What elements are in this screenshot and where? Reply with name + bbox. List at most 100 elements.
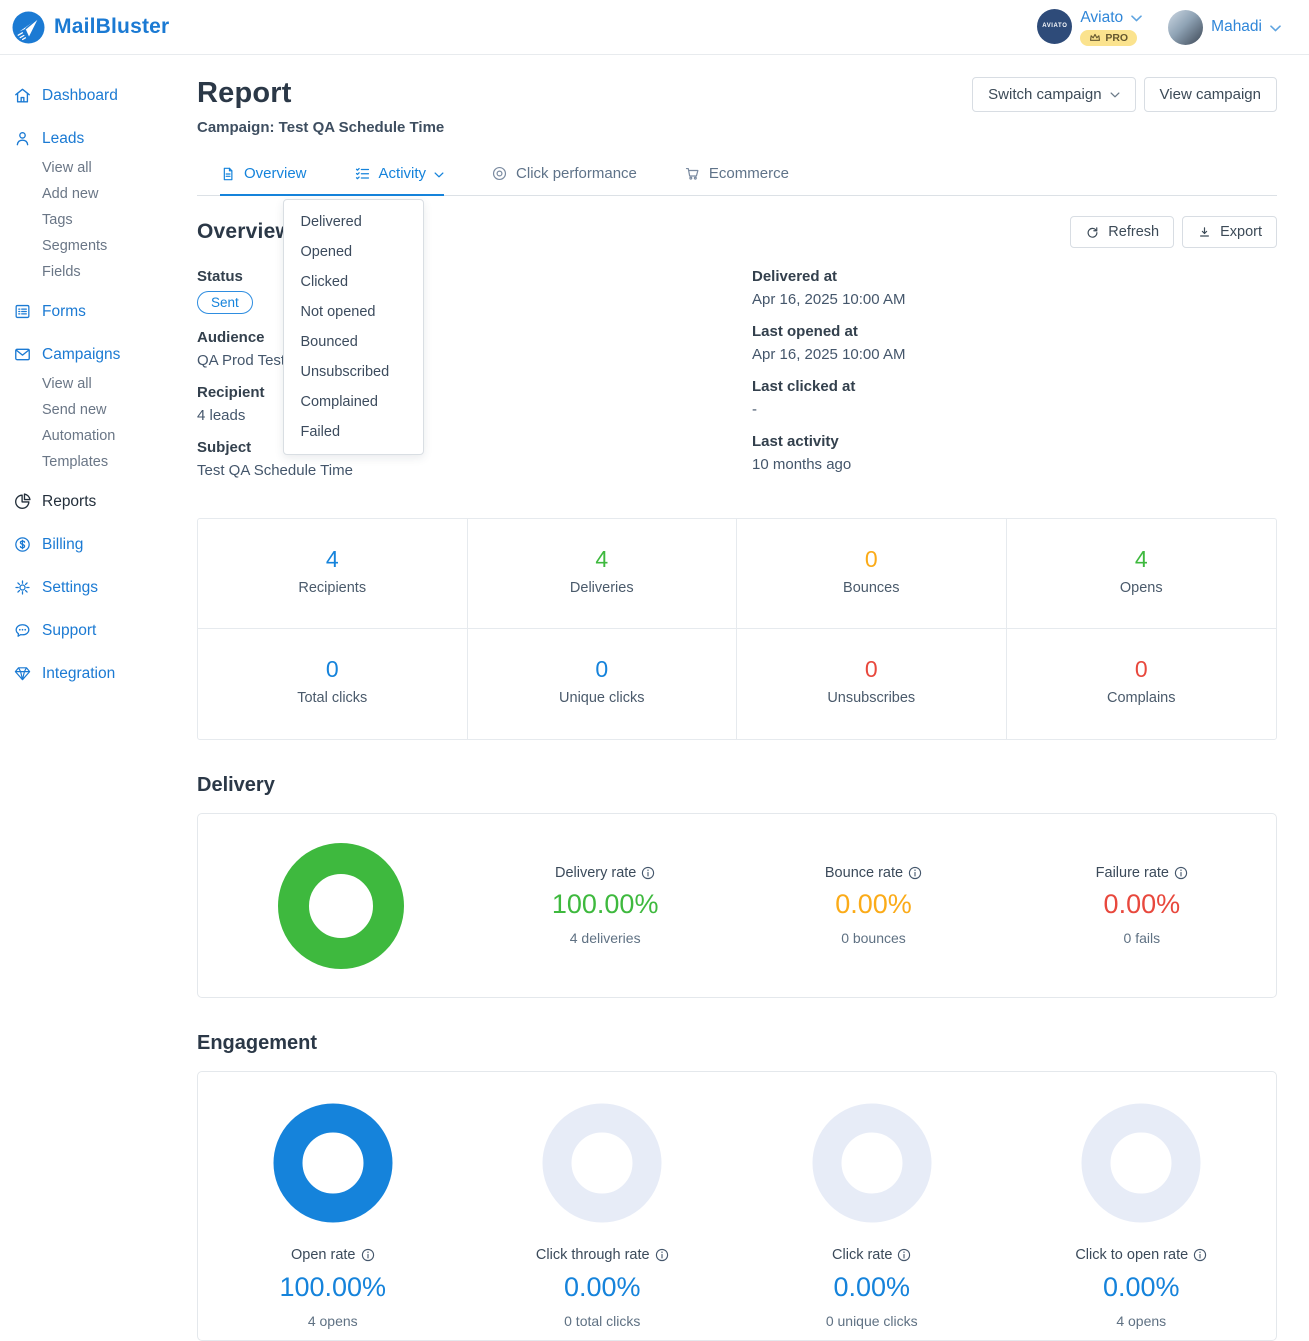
metric-delivery-rate: Delivery rate 100.00% 4 deliveries [471,865,739,946]
menu-item-delivered[interactable]: Delivered [300,214,362,230]
field-label: Audience [197,329,265,346]
tab-click-performance[interactable]: Click performance [491,159,637,196]
stat-bounces: 0 Bounces [737,519,1007,629]
sidebar-item-settings[interactable]: Settings [13,571,182,604]
info-icon[interactable] [1174,866,1188,880]
sidebar-subitem-templates[interactable]: Templates [42,454,109,470]
stats-grid: 4 Recipients 4 Deliveries 0 Bounces 4 Op… [197,518,1277,740]
sidebar-subitem-automation[interactable]: Automation [42,428,116,444]
sidebar-item-label: Forms [42,302,86,320]
delivery-donut-chart [276,841,406,971]
overview-section: Overview Refresh Export [197,216,1277,740]
chevron-down-icon [434,171,444,178]
metric-label: Failure rate [1095,865,1169,881]
field-value: QA Prod Test [197,352,286,369]
switch-campaign-button[interactable]: Switch campaign [972,77,1136,112]
menu-item-not-opened[interactable]: Not opened [300,304,376,320]
stat-label: Total clicks [297,690,368,706]
user-menu[interactable]: Mahadi [1168,9,1281,45]
field-label: Last opened at [752,323,858,340]
view-campaign-button[interactable]: View campaign [1143,77,1277,112]
sidebar: Dashboard Leads View all Add new Tags Se… [0,55,190,710]
tab-ecommerce[interactable]: Ecommerce [684,159,789,196]
tab-overview[interactable]: Overview [220,159,307,196]
stat-deliveries: 4 Deliveries [467,519,737,629]
sidebar-subitem-view-all[interactable]: View all [42,160,92,176]
refresh-label: Refresh [1108,224,1160,240]
pie-chart-icon [13,492,32,511]
tab-activity[interactable]: Activity Delivered Opened Clicked Not op… [282,159,445,455]
person-icon [13,129,32,148]
document-icon [220,166,236,182]
metric-value: 0.00% [563,1272,641,1302]
field-delivered-at: Delivered at Apr 16, 2025 10:00 AM [752,268,1277,308]
menu-item-failed[interactable]: Failed [300,424,341,440]
menu-item-bounced[interactable]: Bounced [300,334,358,350]
refresh-button[interactable]: Refresh [1070,216,1175,248]
stat-label: Complains [1107,690,1176,706]
sidebar-subitem-fields[interactable]: Fields [42,264,81,280]
sidebar-subitem-add-new[interactable]: Add new [42,186,99,202]
status-badge: Sent [197,291,253,314]
account-switcher[interactable]: AVIATO Aviato PRO [1037,8,1142,46]
sidebar-subitem-segments[interactable]: Segments [42,238,108,254]
sidebar-item-reports[interactable]: Reports [13,485,182,518]
brand[interactable]: MailBluster [12,11,169,44]
list-check-icon [354,165,371,182]
field-last-activity: Last activity 10 months ago [752,433,1277,473]
sidebar-item-integration[interactable]: Integration [13,657,182,690]
field-label: Subject [197,439,252,456]
info-icon[interactable] [641,866,655,880]
chat-bubble-icon [13,621,32,640]
stat-label: Bounces [843,580,900,596]
info-icon[interactable] [897,1248,911,1262]
sidebar-item-campaigns[interactable]: Campaigns [13,338,182,371]
menu-item-complained[interactable]: Complained [300,394,378,410]
sidebar-item-leads[interactable]: Leads [13,122,182,155]
stat-total-clicks: 0 Total clicks [198,629,468,739]
metric-value: 100.00% [551,889,659,919]
stat-unsubscribes: 0 Unsubscribes [737,629,1007,739]
info-icon[interactable] [655,1248,669,1262]
info-icon[interactable] [361,1248,375,1262]
field-status: Status Sent [197,268,752,314]
metric-sub: 0 total clicks [564,1313,641,1329]
sidebar-item-dashboard[interactable]: Dashboard [13,79,182,112]
chevron-down-icon [1270,24,1281,32]
metric-sub: 4 opens [1116,1313,1167,1329]
info-icon[interactable] [1193,1248,1207,1262]
field-label: Delivered at [752,268,838,285]
menu-item-unsubscribed[interactable]: Unsubscribed [300,364,390,380]
metric-sub: 0 unique clicks [825,1313,918,1329]
leads-submenu: View all Add new Tags Segments Fields [13,155,182,285]
main-content: Report Campaign: Test QA Schedule Time S… [190,55,1309,1341]
view-campaign-label: View campaign [1159,86,1261,103]
metric-sub: 4 deliveries [569,930,641,946]
metric-label: Bounce rate [824,865,904,881]
tab-label: Ecommerce [708,165,789,182]
field-last-opened-at: Last opened at Apr 16, 2025 10:00 AM [752,323,1277,363]
metric-label: Open rate [291,1247,356,1263]
sidebar-subitem-view-all[interactable]: View all [42,376,92,392]
metric-sub: 0 bounces [841,930,906,946]
metric-label: Click through rate [535,1247,650,1263]
stat-value: 0 [325,656,339,682]
metric-value: 100.00% [279,1272,387,1302]
sidebar-item-label: Dashboard [42,86,118,104]
field-recipient: Recipient 4 leads [197,384,752,424]
menu-item-opened[interactable]: Opened [300,244,353,260]
chevron-down-icon [1110,92,1120,98]
sidebar-item-support[interactable]: Support [13,614,182,647]
sidebar-item-billing[interactable]: Billing [13,528,182,561]
metric-label: Click to open rate [1075,1247,1189,1263]
form-icon [13,302,32,321]
field-audience: Audience QA Prod Test [197,329,752,369]
info-icon[interactable] [908,866,922,880]
menu-item-clicked[interactable]: Clicked [300,274,349,290]
disc-icon [491,165,508,182]
stat-value: 0 [595,656,609,682]
export-button[interactable]: Export [1182,216,1277,248]
sidebar-item-forms[interactable]: Forms [13,295,182,328]
sidebar-subitem-send-new[interactable]: Send new [42,402,107,418]
sidebar-subitem-tags[interactable]: Tags [42,212,73,228]
